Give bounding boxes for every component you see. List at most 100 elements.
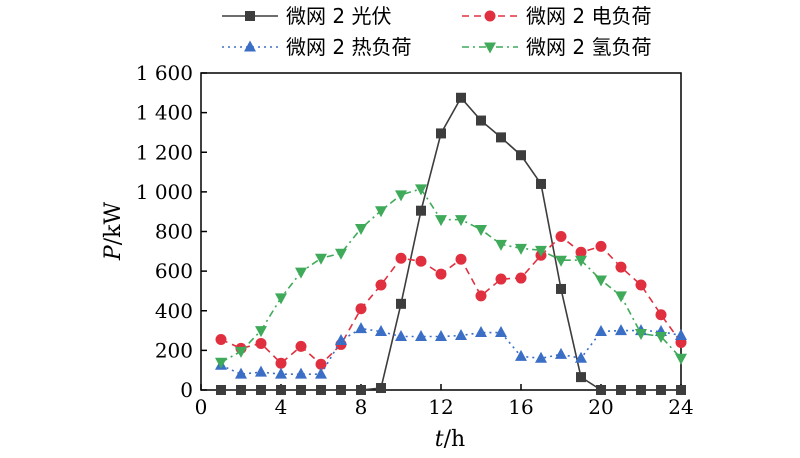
data-point <box>596 385 606 395</box>
data-point <box>636 385 646 395</box>
series-line <box>220 327 682 375</box>
data-point <box>595 275 607 287</box>
data-point <box>475 326 487 338</box>
data-point <box>355 322 367 334</box>
data-point <box>555 347 567 359</box>
data-point <box>495 239 507 251</box>
data-point <box>655 309 667 321</box>
data-point <box>576 372 586 383</box>
data-point <box>255 326 267 338</box>
legend-marker <box>484 42 496 54</box>
data-point <box>475 225 487 237</box>
data-point <box>395 252 407 264</box>
data-point <box>356 385 366 395</box>
data-point <box>255 337 267 349</box>
data-point <box>575 351 587 363</box>
data-point <box>416 205 426 216</box>
x-tick-label: 4 <box>275 395 288 419</box>
legend-marker <box>244 40 256 52</box>
data-point <box>316 385 326 395</box>
data-point <box>276 385 286 395</box>
y-tick-label: 1 600 <box>136 61 193 85</box>
data-point <box>615 291 627 303</box>
x-tick-label: 16 <box>508 395 533 419</box>
data-point <box>616 385 626 395</box>
data-point <box>415 330 427 342</box>
legend-label: 微网 2 氢负荷 <box>526 35 651 59</box>
series-layer <box>215 92 687 395</box>
axes: 0 4 8 12 16 20 24 0 200 400 600 800 1 000 1 200 1 400 1… <box>136 61 694 419</box>
legend-item: 微网 2 电负荷 <box>462 4 651 28</box>
data-point <box>335 333 347 345</box>
data-point <box>536 178 546 189</box>
data-point <box>515 243 527 255</box>
legend-item: 微网 2 热负荷 <box>222 35 411 59</box>
data-point <box>556 283 566 294</box>
data-point <box>575 255 587 267</box>
data-point <box>575 246 587 258</box>
data-point <box>535 351 547 363</box>
data-point <box>595 325 607 337</box>
data-point <box>295 367 307 379</box>
data-point <box>275 293 287 305</box>
data-point <box>635 279 647 291</box>
y-tick-label: 1 000 <box>136 180 193 204</box>
data-point <box>216 385 226 395</box>
data-point <box>656 385 666 395</box>
series-line <box>220 187 682 363</box>
data-point <box>495 273 507 285</box>
legend-label: 微网 2 光伏 <box>286 4 391 28</box>
y-tick-label: 400 <box>155 299 193 323</box>
data-point <box>375 279 387 291</box>
data-point <box>215 357 227 369</box>
data-point <box>535 245 547 257</box>
y-tick-label: 600 <box>155 259 193 283</box>
data-point <box>676 385 686 395</box>
data-point <box>515 349 527 361</box>
data-point <box>435 215 447 227</box>
data-point <box>396 298 406 309</box>
data-point <box>495 326 507 338</box>
data-point <box>555 230 567 242</box>
series-1 <box>216 92 686 395</box>
x-tick-label: 12 <box>428 395 453 419</box>
data-point <box>515 272 527 284</box>
data-point <box>295 267 307 279</box>
y-tick-label: 1 200 <box>136 140 193 164</box>
data-point <box>296 385 306 395</box>
data-point <box>376 383 386 394</box>
x-tick-label: 8 <box>355 395 368 419</box>
legend-label: 微网 2 热负荷 <box>286 35 411 59</box>
data-point <box>615 324 627 336</box>
data-point <box>395 190 407 202</box>
data-point <box>315 358 327 370</box>
series-4 <box>215 184 687 369</box>
data-point <box>256 385 266 395</box>
data-point <box>336 385 346 395</box>
data-point <box>436 128 446 139</box>
data-point <box>615 261 627 273</box>
data-point <box>275 367 287 379</box>
data-point <box>655 332 667 344</box>
data-point <box>295 340 307 352</box>
data-point <box>555 255 567 267</box>
data-point <box>215 333 227 345</box>
data-point <box>675 353 687 365</box>
legend-marker <box>484 10 496 22</box>
y-tick-label: 200 <box>155 338 193 362</box>
data-point <box>435 330 447 342</box>
x-axis-title: t/h <box>435 427 465 452</box>
data-point <box>275 357 287 369</box>
data-point <box>395 330 407 342</box>
series-line <box>221 96 681 391</box>
data-point <box>235 346 247 358</box>
data-point <box>375 325 387 337</box>
series-3 <box>215 322 687 379</box>
plot-frame <box>200 72 682 391</box>
legend-item: 微网 2 光伏 <box>222 4 391 28</box>
data-point <box>455 215 467 227</box>
data-point <box>435 268 447 280</box>
x-tick-label: 24 <box>668 395 693 419</box>
